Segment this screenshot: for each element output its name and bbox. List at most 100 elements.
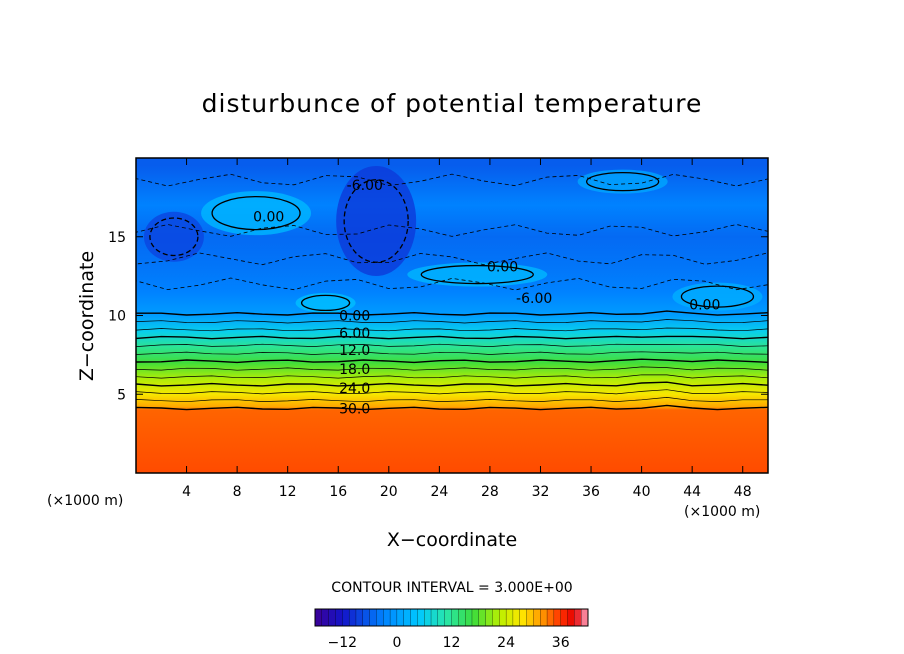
contour-label: 0.00 [487,260,518,276]
contour-label: -6.00 [516,291,552,307]
colorbar-cell [424,608,432,627]
colorbar-cell [383,608,391,627]
contour-line [420,264,534,285]
contour-label: 6.00 [339,326,370,342]
y-tick-label: 5 [117,387,126,403]
contour-line [136,358,768,364]
colorbar-frame [314,608,589,627]
colorbar-cell [560,608,568,627]
contour-line [136,173,768,187]
colorbar-cell [526,608,534,627]
plot-area: -6.000.000.00-6.00 0.000.006.0012.018.024… [108,157,769,500]
x-tick-label: 8 [233,484,242,500]
x-tick-label: 44 [683,484,701,500]
colorbar-cell [389,608,398,627]
colorbar-cell [471,608,480,627]
anomaly-region [407,262,548,287]
colorbar-cell [553,608,562,627]
y-tick-label: 15 [108,230,126,246]
colorbar-cell [376,608,384,627]
anomaly-region [336,166,417,276]
contour-line [136,327,768,332]
colorbar-cell [417,608,425,627]
x-tick-label: 4 [182,484,191,500]
x-unit-label-right: (×1000 m) [684,504,760,520]
contour-line [136,277,768,291]
contour-line [136,319,768,324]
x-tick-label: 48 [734,484,752,500]
x-tick-label: 28 [481,484,499,500]
anomaly-region [143,211,204,262]
colorbar-cell [485,608,493,627]
colorbar-tick-label: 12 [443,635,461,651]
contour-label: 0.00 [253,209,284,225]
contour-line [149,217,199,257]
contour-interval-label: CONTOUR INTERVAL = 3.000E+00 [331,580,572,596]
x-tick-label: 12 [279,484,297,500]
colorbar-cell [540,608,548,627]
contour-label: -6.00 [347,178,383,194]
contour-line [343,179,409,263]
anomaly-region [672,282,763,311]
contour-line [136,374,768,379]
contour-line [136,381,768,387]
colorbar-tick-label: 24 [497,635,515,651]
x-unit-label-left: (×1000 m) [47,493,123,509]
colorbar-cell [492,608,500,627]
contour-line [136,252,768,266]
contour-line [136,366,768,371]
colorbar-cell [430,608,439,627]
colorbar-tick-label: 0 [392,635,401,651]
colorbar-cell [512,608,521,627]
colorbar-cell [505,608,514,627]
colorbar-cell [546,608,555,627]
colorbar-cell [369,608,377,627]
colorbar-cell [533,608,541,627]
colorbar-cell [451,608,459,627]
contour-line [300,294,351,312]
colorbar-cell [355,608,364,627]
contour-line [211,195,301,231]
contour-label: 30.0 [339,401,370,417]
anomaly-region [295,292,356,313]
contour-line [585,171,660,192]
contour-line [136,310,768,316]
colorbar-cell [444,608,452,627]
colorbar-cell [396,608,405,627]
colorbar: −12 0 12 24 36 [314,608,589,651]
colorbar-tick-label: −12 [328,635,358,651]
colorbar-cell [581,608,589,627]
colorbar-tick-label: 36 [552,635,570,651]
colorbar-cell [410,608,418,627]
colorbar-cell [478,608,487,627]
x-tick-label: 20 [380,484,398,500]
contour-line [136,397,768,403]
anomaly-region [201,191,312,236]
x-tick-label: 40 [633,484,651,500]
contour-line [136,343,768,347]
anomaly-region [577,169,668,194]
y-tick-label: 10 [108,309,126,325]
colorbar-cell [499,608,507,627]
chart-title: disturbunce of potential temperature [202,89,703,118]
y-axis-label: Z−coordinate [76,251,98,381]
colorbar-cell [437,608,446,627]
colorbar-cell [567,608,575,627]
x-tick-label: 24 [430,484,448,500]
colorbar-cell [348,608,357,627]
x-tick-label: 32 [532,484,550,500]
colorbar-cell [519,608,528,627]
x-tick-label: 36 [582,484,600,500]
contour-label: 24.0 [339,381,370,397]
contour-label: 18.0 [339,362,370,378]
colorbar-cell [464,608,473,627]
colorbar-cell [403,608,412,627]
contour-label: 12.0 [339,343,370,359]
contour-line [680,285,755,308]
colorbar-cell [574,608,582,627]
contour-line [136,404,768,411]
colorbar-cell [328,608,336,627]
colorbar-cell [335,608,343,627]
contour-line [136,224,768,237]
